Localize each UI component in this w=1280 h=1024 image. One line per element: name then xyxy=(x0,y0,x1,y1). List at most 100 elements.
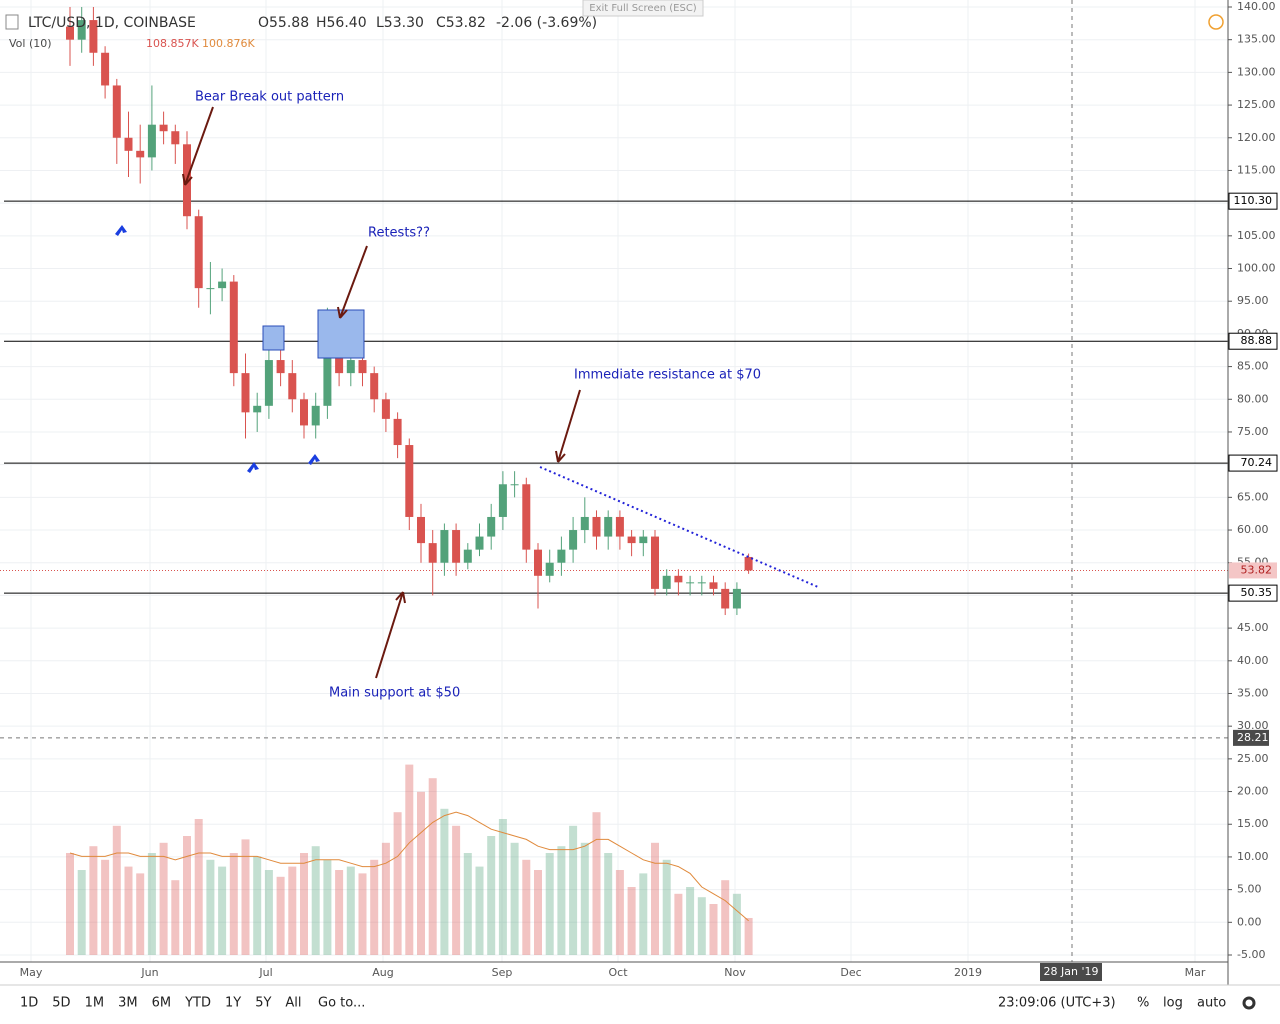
y-tick-label: -5.00 xyxy=(1237,948,1265,961)
y-tick-label: 15.00 xyxy=(1237,817,1269,830)
candle-body xyxy=(674,575,683,583)
candle-body xyxy=(697,582,706,584)
candle-body xyxy=(604,516,613,537)
candle-body xyxy=(732,588,741,609)
period-button[interactable]: 5D xyxy=(52,996,70,1011)
candle-body xyxy=(358,360,367,374)
volume-bar xyxy=(136,873,145,955)
period-button[interactable]: 1M xyxy=(85,996,105,1011)
candle-body xyxy=(557,549,566,563)
candle-body xyxy=(417,516,425,544)
vol-ma-value: 100.876K xyxy=(202,37,255,50)
candle-body xyxy=(346,360,355,374)
goto[interactable]: Go to... xyxy=(318,996,365,1011)
chevrons xyxy=(115,225,320,473)
candle-body xyxy=(311,405,320,426)
volume-bar xyxy=(171,880,180,955)
last-price-label: 53.82 xyxy=(1241,563,1273,576)
axis-bg xyxy=(1228,0,1280,962)
y-tick-label: 95.00 xyxy=(1237,294,1269,307)
x-tick-label: Nov xyxy=(724,966,746,979)
time-axis: May Jun Jul Aug Sep Oct Nov Dec 2019 Mar 28 Jan '1… xyxy=(0,961,1228,981)
y-tick-label: 115.00 xyxy=(1237,163,1276,176)
period-button[interactable]: 1D xyxy=(20,996,38,1011)
candle-body xyxy=(335,346,344,374)
candle-body xyxy=(475,536,484,550)
clock: 23:09:06 (UTC+3) xyxy=(998,996,1116,1011)
volume-bar xyxy=(662,859,671,955)
volume-bar xyxy=(229,853,238,955)
volume-bar xyxy=(463,853,472,955)
volume-bar xyxy=(241,839,250,955)
level-tag xyxy=(1228,454,1278,472)
candle-body xyxy=(206,288,215,290)
volume-ma xyxy=(69,811,749,922)
period-button[interactable]: YTD xyxy=(184,996,211,1011)
y-tick-label: 85.00 xyxy=(1237,360,1269,373)
settings-icon[interactable] xyxy=(1242,996,1256,1010)
volume-bar xyxy=(346,866,355,955)
candle-body xyxy=(662,575,671,589)
period-button[interactable]: 3M xyxy=(118,996,138,1011)
candle-body xyxy=(627,536,636,544)
volume-bar xyxy=(651,842,659,955)
candle-body xyxy=(463,549,472,563)
y-tick-label: 25.00 xyxy=(1237,752,1269,765)
volume-bar xyxy=(475,866,484,955)
y-tick-label: 45.00 xyxy=(1237,621,1269,634)
volume-bar xyxy=(697,897,706,955)
candle-body xyxy=(112,85,121,138)
candle-body xyxy=(171,131,180,145)
trend-line xyxy=(539,466,819,588)
ohlc: C53.82 xyxy=(436,15,486,31)
period-button[interactable]: 5Y xyxy=(255,996,271,1011)
price-axis: 140.00 135.00 130.00 125.00 120.00 115.00 110.… xyxy=(1227,0,1280,985)
candle-body xyxy=(77,20,86,40)
candle-body xyxy=(101,52,110,86)
toolbar: Go to... 23:09:06 (UTC+3) % log auto 1D 5… xyxy=(20,996,1256,1011)
candle-body xyxy=(370,373,379,400)
candle-body xyxy=(276,360,285,374)
volume-bar xyxy=(147,853,156,955)
volume-bar xyxy=(77,870,86,955)
y-tick-label: 5.00 xyxy=(1237,883,1262,896)
volume-bar xyxy=(592,812,601,955)
period-button[interactable]: 1Y xyxy=(225,996,241,1011)
candle-body xyxy=(534,549,542,576)
candle-body xyxy=(159,124,168,132)
exit-label[interactable]: Exit Full Screen (ESC) xyxy=(589,3,697,14)
collapse-icon[interactable] xyxy=(5,14,19,30)
x-tick-label: Jun xyxy=(140,966,158,979)
volume-bar xyxy=(288,866,297,955)
last-price-tag xyxy=(1229,562,1277,579)
level-tag xyxy=(1228,332,1278,350)
volume-bar xyxy=(580,842,589,955)
volume-bar xyxy=(522,859,531,955)
ohlc: H56.40 xyxy=(316,15,367,31)
annotation: Retests?? xyxy=(368,226,430,241)
option[interactable]: % xyxy=(1137,996,1149,1011)
volume-bar xyxy=(183,836,191,955)
y-tick-label: 30.00 xyxy=(1237,719,1269,732)
option[interactable]: log xyxy=(1163,996,1183,1011)
candle-body xyxy=(66,26,74,40)
period-button[interactable]: 6M xyxy=(152,996,172,1011)
volume-bar xyxy=(253,856,262,955)
crosshair-date-tag xyxy=(1040,963,1102,981)
candle-body xyxy=(721,588,730,609)
candle-body xyxy=(522,484,531,550)
candle-body xyxy=(440,530,449,563)
x-tick-label: May xyxy=(20,966,43,979)
volume-bar xyxy=(124,866,133,955)
exit-button[interactable] xyxy=(582,0,704,17)
option[interactable]: auto xyxy=(1197,996,1226,1011)
alert-icon[interactable] xyxy=(1208,14,1224,30)
period-button[interactable]: All xyxy=(285,996,301,1011)
crosshair-tag xyxy=(1233,729,1269,746)
arrows xyxy=(182,106,581,679)
change: -2.06 (-3.69%) xyxy=(496,15,597,31)
ohlc: O55.88 xyxy=(258,15,309,31)
y-tick-label: 135.00 xyxy=(1237,33,1276,46)
candle-body xyxy=(569,530,578,550)
